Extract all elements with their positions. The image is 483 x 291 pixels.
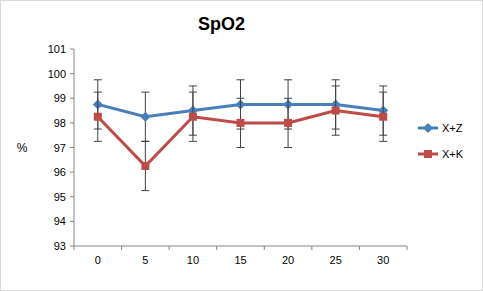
error-cap	[379, 141, 387, 142]
error-cap	[284, 98, 292, 99]
x-tick-label: 10	[187, 254, 199, 266]
x-tick	[264, 246, 265, 250]
title: SpO2	[198, 14, 245, 34]
error-cap	[237, 147, 245, 148]
y-tick-label: 100	[48, 68, 66, 80]
error-cap	[379, 92, 387, 93]
marker	[141, 162, 149, 170]
error-bar	[141, 141, 149, 190]
y-tick-label: 97	[54, 142, 66, 154]
error-bar	[141, 92, 149, 141]
marker	[140, 112, 150, 122]
error-cap	[141, 190, 149, 191]
legend-entry: X+Z	[418, 122, 463, 134]
y-tick-label: 96	[54, 166, 66, 178]
x-tick	[359, 246, 360, 250]
error-cap	[237, 79, 245, 80]
y-tick	[70, 122, 74, 123]
marker	[284, 119, 292, 127]
plot-area	[93, 80, 388, 191]
error-cap	[284, 147, 292, 148]
chart-border	[1, 1, 483, 291]
error-cap	[141, 92, 149, 93]
y-label: %	[17, 141, 28, 155]
legend-label: X+K	[442, 148, 464, 160]
error-cap	[332, 135, 340, 136]
error-cap	[332, 79, 340, 80]
x-tick	[121, 246, 122, 250]
series	[94, 86, 387, 191]
x-tick-label: 25	[330, 254, 342, 266]
error-bar	[332, 86, 340, 135]
marker	[237, 119, 245, 127]
line	[98, 111, 383, 166]
error-cap	[332, 85, 340, 86]
x-tick-label: 5	[142, 254, 148, 266]
x-tick	[311, 246, 312, 250]
y-tick	[70, 196, 74, 197]
y-tick	[70, 221, 74, 222]
y-tick-label: 101	[48, 43, 66, 55]
y-axis	[74, 49, 75, 246]
y-tick	[70, 246, 74, 247]
y-tick-label: 99	[54, 92, 66, 104]
x-axis	[74, 246, 407, 247]
marker	[332, 107, 340, 115]
x-tick-label: 20	[282, 254, 294, 266]
y-tick	[70, 73, 74, 74]
error-bar	[94, 92, 102, 141]
marker	[379, 113, 387, 121]
error-cap	[189, 141, 197, 142]
error-bar	[284, 98, 292, 147]
error-cap	[189, 85, 197, 86]
x-tick	[216, 246, 217, 250]
legend-entry: X+K	[418, 148, 464, 160]
x-tick-label: 15	[234, 254, 246, 266]
y-tick-label: 94	[54, 215, 66, 227]
legend-marker	[423, 123, 433, 133]
error-bar	[379, 92, 387, 141]
x-tick	[169, 246, 170, 250]
error-cap	[189, 92, 197, 93]
y-tick-label: 95	[54, 191, 66, 203]
x-tick-label: 30	[377, 254, 389, 266]
y-tick	[70, 49, 74, 50]
x-tick-label: 0	[95, 254, 101, 266]
error-bar	[189, 92, 197, 141]
x-tick	[74, 246, 75, 250]
legend-label: X+Z	[442, 122, 463, 134]
y-tick	[70, 147, 74, 148]
error-cap	[284, 79, 292, 80]
x-tick	[407, 246, 408, 250]
error-cap	[94, 79, 102, 80]
y-tick	[70, 172, 74, 173]
error-cap	[379, 85, 387, 86]
marker	[94, 113, 102, 121]
error-bar	[237, 98, 245, 147]
error-cap	[94, 92, 102, 93]
error-cap	[141, 141, 149, 142]
marker	[189, 113, 197, 121]
error-cap	[141, 141, 149, 142]
error-cap	[94, 141, 102, 142]
chart: SpO2% 93 94 95 96 97 98 99 100 101 0 5 10 15 20 25 30 X+Z…	[0, 0, 483, 291]
error-cap	[237, 98, 245, 99]
y-tick	[70, 98, 74, 99]
y-tick-label: 93	[54, 240, 66, 252]
y-tick-label: 98	[54, 117, 66, 129]
legend-marker	[424, 150, 432, 158]
